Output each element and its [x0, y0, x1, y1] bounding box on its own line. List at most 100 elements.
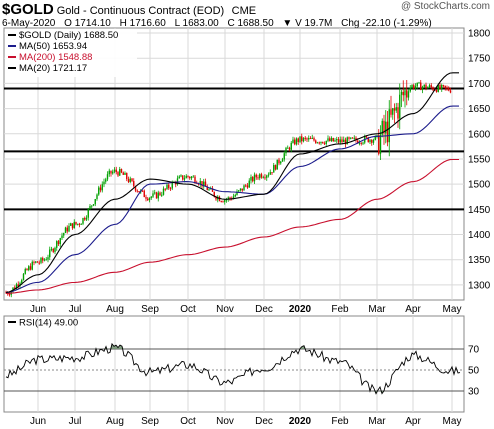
rsi-panel [3, 315, 465, 413]
candle-body [70, 223, 72, 226]
candle-body [421, 86, 424, 91]
candle-body [329, 138, 331, 142]
candle-body [395, 107, 397, 111]
candle-body [105, 179, 107, 182]
candle-body [101, 184, 103, 191]
quote-open: O 1714.10 [64, 18, 111, 29]
candle-body [327, 138, 329, 141]
candle-body [423, 84, 425, 87]
candle-body [222, 201, 224, 203]
x-tick-label: Sep [141, 304, 159, 315]
candle-body [407, 91, 410, 98]
x-tick-label: Aug [106, 304, 124, 315]
x-tick-label: Oct [180, 304, 196, 315]
candle-body [201, 181, 203, 187]
candle-body [348, 137, 350, 139]
y-tick-label: 1400 [468, 230, 491, 241]
candle-body [159, 192, 161, 196]
candle-body [38, 262, 40, 264]
candle-body [15, 284, 18, 289]
candle-body [388, 109, 390, 143]
candle-body [87, 209, 89, 218]
candle-body [112, 171, 114, 174]
candle-body [189, 176, 191, 179]
rsi-y-tick-label: 70 [468, 345, 480, 356]
candle-body [281, 159, 284, 162]
candle-body [292, 139, 294, 143]
candle-body [271, 172, 273, 174]
candle-body [57, 241, 60, 245]
candle-body [162, 188, 165, 195]
candle-body [178, 176, 180, 179]
rsi-x-tick-label: Aug [106, 416, 124, 427]
candle-body [297, 138, 299, 142]
candle-body [393, 108, 396, 111]
candle-body [148, 197, 151, 201]
candle-body [332, 137, 334, 142]
candle-body [77, 223, 79, 225]
candle-body [437, 84, 439, 92]
candle-body [311, 137, 313, 139]
candle-body [346, 137, 348, 145]
ma50-line [5, 105, 459, 293]
rsi-x-tick-label: Dec [255, 416, 273, 427]
candle-body [304, 137, 306, 139]
candle-body [399, 94, 401, 119]
candle-body [299, 136, 301, 142]
candle-body [276, 159, 278, 170]
candle-body [208, 189, 210, 191]
candle-body [168, 184, 170, 189]
candle-body [288, 147, 291, 150]
candle-body [229, 197, 231, 199]
y-tick-label: 1600 [468, 129, 491, 140]
symbol: $GOLD [2, 1, 54, 18]
candle-body [241, 188, 243, 191]
candle-body [150, 196, 152, 198]
candle-body [61, 235, 63, 239]
candle-body [357, 140, 359, 144]
rsi-x-tick-label: Mar [368, 416, 386, 427]
candle-body [301, 136, 303, 142]
rsi-y-tick-label: 30 [468, 387, 480, 398]
y-tick-label: 1500 [468, 180, 491, 191]
candle-body [350, 137, 352, 139]
candle-body [180, 175, 182, 177]
candle-body [365, 136, 368, 138]
candle-body [250, 176, 252, 181]
candle-body [71, 223, 74, 229]
candle-body [218, 196, 221, 202]
candle-body [234, 194, 236, 197]
candle-body [360, 142, 362, 144]
candle-body [259, 174, 261, 179]
candle-body [344, 139, 347, 145]
candle-body [120, 169, 123, 173]
candle-body [260, 174, 263, 178]
down-arrow-icon: ▼ [282, 18, 293, 29]
candle-body [24, 269, 26, 274]
candle-body [283, 153, 285, 160]
ma20-line [5, 72, 459, 293]
candle-body [274, 165, 277, 170]
candle-body [269, 172, 271, 175]
candle-body [82, 217, 84, 224]
candle-body [75, 221, 77, 225]
candle-body [133, 181, 135, 187]
candle-body [220, 201, 222, 203]
candle-body [224, 199, 226, 203]
rsi-x-tick-label: Jun [30, 416, 46, 427]
candle-body [245, 185, 247, 187]
candle-body [444, 85, 446, 88]
candle-body [8, 294, 11, 296]
candle-body [238, 190, 240, 192]
candle-body [99, 187, 102, 191]
quote-change: Chg -22.10 (-1.29%) [341, 18, 432, 29]
candle-body [213, 191, 215, 197]
candle-body [78, 223, 81, 225]
candle-body [73, 221, 75, 229]
y-tick-label: 1300 [468, 280, 491, 291]
candle-body [117, 172, 119, 176]
candle-body [392, 108, 394, 115]
rsi-x-tick-label: Oct [180, 416, 196, 427]
